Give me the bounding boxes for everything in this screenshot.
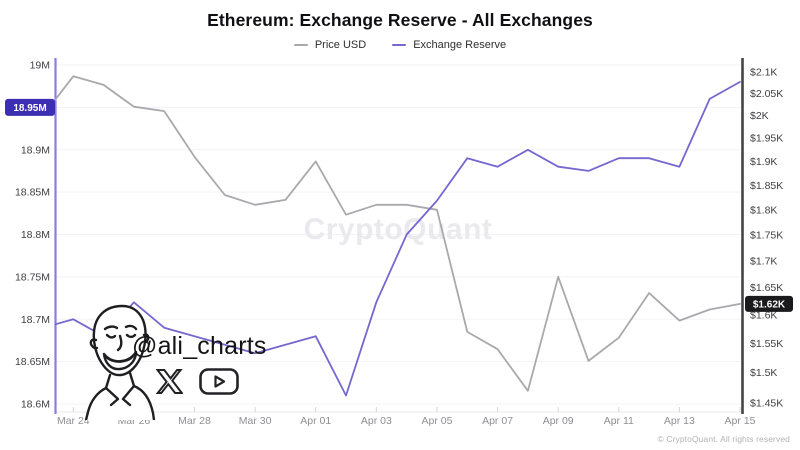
x-axis: Mar 24 Mar 26 Mar 28 Mar 30 Apr 01 Apr 03 Apr … xyxy=(55,407,756,427)
svg-text:$1.62K: $1.62K xyxy=(753,299,786,310)
x-tick-label: Apr 01 xyxy=(300,415,331,427)
right-tick-label: $1.85K xyxy=(750,180,783,192)
x-tick-label: Mar 24 xyxy=(57,415,90,427)
legend-item-exchange-reserve: Exchange Reserve xyxy=(392,39,506,51)
left-tick-label: 18.85M xyxy=(15,187,50,199)
x-tick-label: Apr 11 xyxy=(604,415,634,427)
left-tick-label: 18.6M xyxy=(21,399,50,411)
exchange-reserve-swatch-icon xyxy=(392,43,407,47)
right-tick-label: $2.1K xyxy=(750,67,777,79)
x-tick-label: Mar 28 xyxy=(178,415,211,427)
left-last-value-badge: 18.95M xyxy=(5,98,55,116)
series-lines xyxy=(55,75,741,397)
right-tick-label: $1.95K xyxy=(750,133,783,145)
legend-label-exchange-reserve: Exchange Reserve xyxy=(413,39,507,51)
right-tick-label: $1.75K xyxy=(750,229,783,241)
right-last-value-badge: $1.62K xyxy=(745,295,793,312)
right-tick-label: $1.8K xyxy=(750,204,777,216)
right-tick-label: $2K xyxy=(750,110,769,122)
left-tick-label: 18.65M xyxy=(15,356,50,368)
right-tick-label: $1.55K xyxy=(750,338,783,350)
right-tick-label: $1.7K xyxy=(750,255,777,267)
x-tick-label: Apr 15 xyxy=(725,415,756,427)
x-tick-label: Mar 30 xyxy=(239,415,272,427)
x-tick-label: Apr 07 xyxy=(482,415,513,427)
gridlines xyxy=(55,64,743,405)
x-tick-label: Mar 26 xyxy=(118,415,151,427)
x-tick-label: Apr 09 xyxy=(543,415,574,427)
right-tick-label: $1.5K xyxy=(750,367,777,379)
right-tick-label: $1.6K xyxy=(750,310,777,322)
right-tick-label: $1.9K xyxy=(750,156,777,168)
right-axis-labels: $2.1K $2.05K $2K $1.95K $1.9K $1.85K $1.8K $1.7… xyxy=(750,67,783,410)
x-tick-label: Apr 03 xyxy=(361,415,392,427)
cryptoquant-watermark: CryptoQuant xyxy=(304,213,493,246)
exchange-reserve-line xyxy=(55,81,741,397)
left-tick-label: 18.7M xyxy=(21,314,50,326)
price-usd-swatch-icon xyxy=(293,43,308,47)
right-tick-label: $2.05K xyxy=(750,88,783,100)
page-title: Ethereum: Exchange Reserve - All Exchang… xyxy=(207,10,593,30)
legend-label-price-usd: Price USD xyxy=(314,39,367,51)
x-tick-label: Apr 05 xyxy=(421,415,452,427)
right-tick-label: $1.45K xyxy=(750,398,783,410)
left-tick-label: 18.8M xyxy=(21,229,50,241)
left-tick-label: 19M xyxy=(30,60,50,72)
x-tick-label: Apr 13 xyxy=(664,415,695,427)
legend: Price USD Exchange Reserve xyxy=(0,39,800,51)
left-tick-label: 18.75M xyxy=(15,271,50,283)
legend-item-price-usd: Price USD xyxy=(293,39,367,51)
left-tick-label: 18.9M xyxy=(21,144,50,156)
svg-text:18.95M: 18.95M xyxy=(13,103,46,114)
right-tick-label: $1.65K xyxy=(750,282,783,294)
copyright-notice: © CryptoQuant. All rights reserved xyxy=(657,434,790,444)
price-usd-line xyxy=(55,75,741,392)
